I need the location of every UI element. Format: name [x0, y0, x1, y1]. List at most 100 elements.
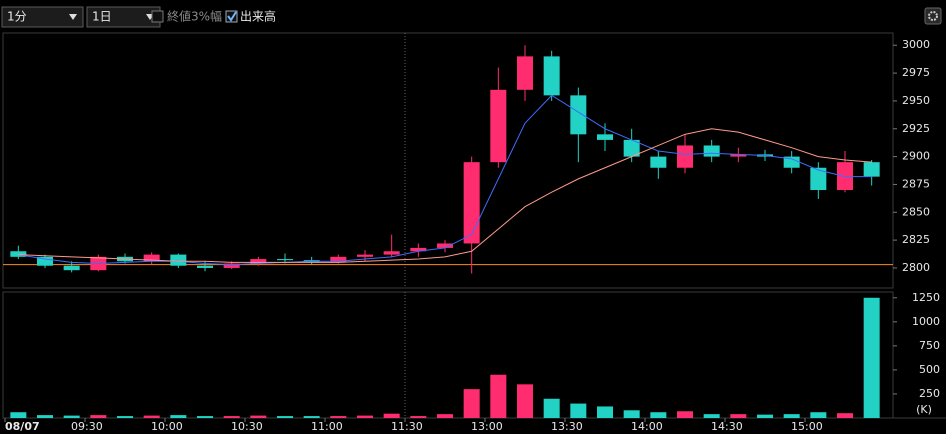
volume-bar — [437, 414, 453, 418]
candle-body — [863, 162, 880, 177]
volume-bar — [63, 415, 80, 418]
x-tick-label: 08/07 — [5, 420, 40, 433]
volume-bar — [730, 414, 747, 418]
candle-body — [170, 254, 187, 266]
volume-bar — [170, 415, 187, 418]
volume-bar — [197, 416, 213, 418]
volume-panel — [2, 291, 894, 419]
volume-bar — [837, 413, 853, 418]
volume-bar — [597, 406, 613, 418]
y-tick-label: 2975 — [902, 66, 930, 79]
x-tick-label: 11:00 — [311, 420, 343, 433]
price-band-label: 終値3%幅 — [167, 9, 222, 24]
candle-body — [623, 139, 640, 157]
candle-body — [517, 56, 533, 90]
candle-body — [490, 89, 507, 163]
candle-body — [10, 251, 27, 257]
volume-bar — [783, 414, 800, 418]
candle-body — [277, 259, 293, 261]
volume-bar — [250, 415, 267, 418]
volume-bar — [357, 415, 373, 418]
volume-checkbox[interactable] — [225, 10, 238, 23]
x-tick-label: 09:30 — [71, 420, 103, 433]
volume-unit: (K) — [916, 403, 932, 416]
candle-body — [197, 265, 213, 268]
settings-button[interactable] — [924, 7, 942, 25]
volume-bar — [517, 384, 533, 418]
candle-body — [410, 247, 427, 252]
candle-body — [650, 156, 667, 168]
checkmark — [227, 11, 237, 22]
moving-average — [18, 94, 872, 266]
x-tick-label: 11:30 — [391, 420, 423, 433]
volume-bar — [10, 412, 27, 418]
y-tick-label: 2900 — [902, 150, 930, 163]
candle-body — [597, 134, 613, 140]
x-tick-label: 10:30 — [231, 420, 263, 433]
volume-bar — [330, 416, 347, 418]
candle-body — [463, 162, 480, 244]
candle-body — [223, 263, 240, 268]
candle-body — [810, 167, 827, 191]
volume-bar — [383, 413, 400, 418]
interval-value: 1分 — [7, 10, 27, 24]
candle-body — [357, 254, 373, 257]
moving-average — [18, 128, 872, 263]
volume-bar — [490, 374, 507, 418]
candle-body — [730, 154, 747, 157]
candle-body — [37, 256, 53, 266]
toolbar: 1分 1日 終値3%幅 出来高 — [1, 6, 942, 28]
x-tick-label: 13:30 — [551, 420, 583, 433]
candle-body — [837, 162, 853, 191]
volume-bar — [677, 411, 693, 418]
volume-bar — [37, 415, 53, 418]
y-tick-label: 1000 — [912, 315, 940, 328]
volume-bar — [757, 414, 773, 418]
volume-bar — [223, 416, 240, 418]
volume-bar — [623, 410, 640, 418]
y-tick-label: 2950 — [902, 94, 930, 107]
volume-bar — [277, 416, 293, 418]
range-value: 1日 — [92, 10, 112, 24]
y-tick-label: 250 — [919, 387, 940, 400]
x-tick-label: 14:00 — [631, 420, 663, 433]
x-tick-label: 10:00 — [151, 420, 183, 433]
candle-body — [677, 145, 693, 168]
price-panel — [2, 32, 894, 289]
volume-bar — [117, 416, 133, 418]
candle-body — [783, 156, 800, 168]
y-tick-label: 500 — [919, 363, 940, 376]
candle-body — [143, 254, 160, 262]
y-tick-label: 2925 — [902, 122, 930, 135]
gear-icon — [928, 11, 938, 21]
volume-bar — [543, 398, 560, 418]
candle-body — [543, 56, 560, 96]
volume-bar — [410, 416, 427, 418]
y-tick-label: 1250 — [912, 291, 940, 304]
interval-select[interactable] — [1, 6, 84, 28]
volume-bar — [463, 389, 480, 418]
candle-body — [383, 251, 400, 255]
volume-bar — [863, 297, 880, 418]
x-tick-label: 15:00 — [791, 420, 823, 433]
dropdown-arrow — [69, 14, 77, 20]
price-band-checkbox[interactable] — [151, 10, 164, 23]
y-tick-label: 2875 — [902, 177, 930, 190]
x-tick-label: 13:00 — [471, 420, 503, 433]
volume-bar — [810, 412, 827, 418]
candle-body — [437, 243, 453, 248]
candle-body — [63, 265, 80, 271]
volume-bar — [650, 412, 667, 418]
y-tick-label: 2850 — [902, 205, 930, 218]
y-tick-label: 2825 — [902, 233, 930, 246]
candle-body — [703, 145, 720, 157]
volume-label: 出来高 — [240, 9, 276, 24]
volume-bar — [703, 414, 720, 418]
volume-bar — [303, 416, 320, 418]
candle-body — [330, 256, 347, 263]
candle-body — [250, 259, 267, 264]
candle-body — [570, 95, 587, 135]
y-tick-label: 2800 — [902, 261, 930, 274]
